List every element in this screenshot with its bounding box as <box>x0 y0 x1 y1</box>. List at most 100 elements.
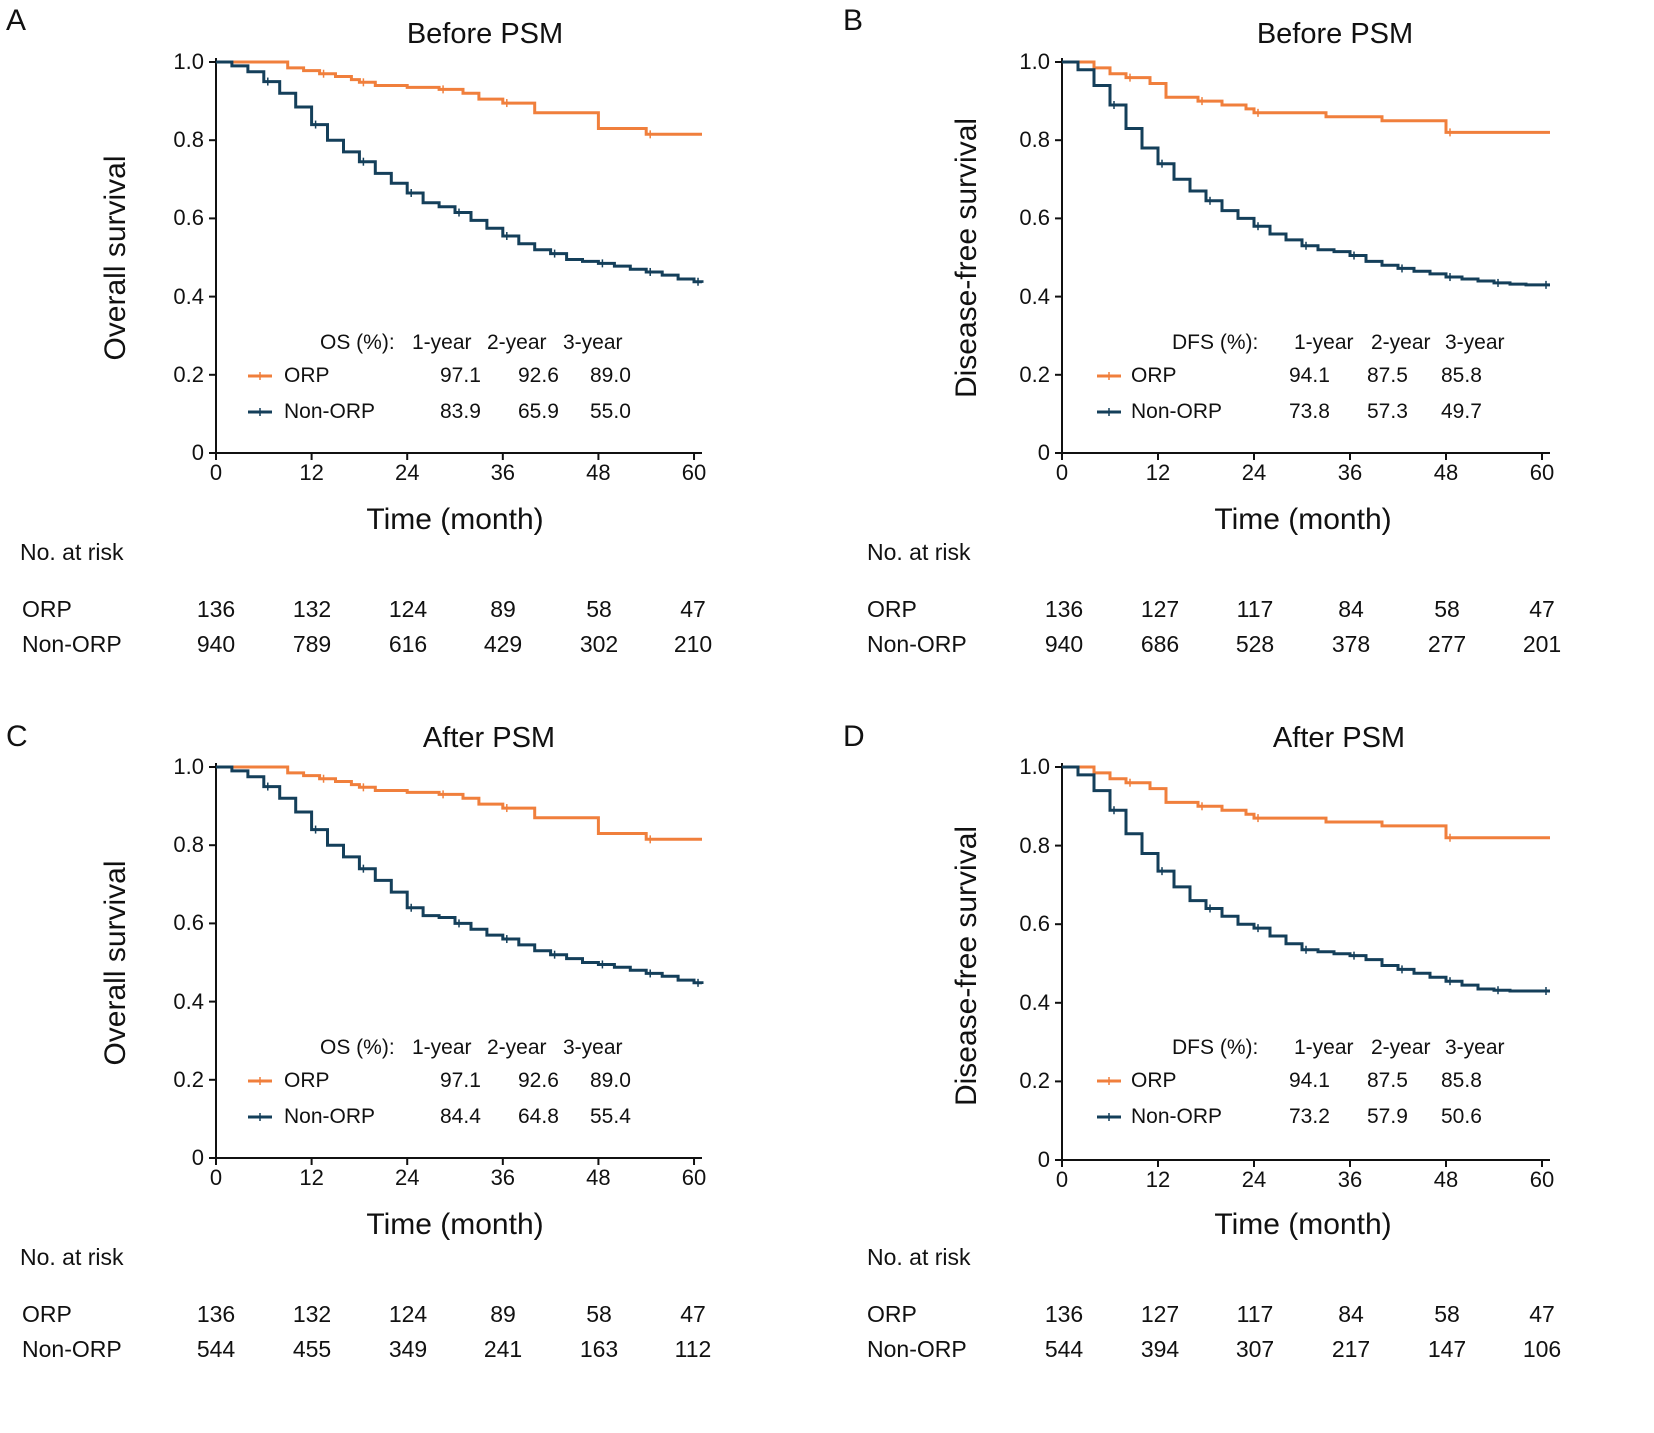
legend-header-cell: 2-year <box>1371 1036 1431 1059</box>
series-line-non-orp <box>1062 765 1550 993</box>
risk-count: 136 <box>1044 1301 1084 1327</box>
risk-count: 616 <box>388 631 428 657</box>
legend-label: ORP <box>284 1069 330 1092</box>
risk-row-label: Non-ORP <box>867 1336 967 1362</box>
x-tick-label: 36 <box>1337 1167 1363 1192</box>
y-tick-label: 0.2 <box>173 1066 204 1092</box>
legend-header-cell: 2-year <box>1371 331 1431 354</box>
risk-count: 378 <box>1331 631 1371 657</box>
km-plot-d <box>1055 763 1550 1167</box>
y-tick-label: 0.4 <box>173 988 204 1014</box>
y-tick-label: 0.6 <box>173 910 204 936</box>
x-tick-label: 36 <box>490 1165 516 1190</box>
x-tick-label: 48 <box>586 460 611 485</box>
x-tick-label: 0 <box>209 1165 223 1190</box>
legend-value: 73.8 <box>1289 400 1330 423</box>
risk-count: 455 <box>292 1336 332 1362</box>
y-tick-label: 1.0 <box>1019 754 1050 779</box>
risk-count: 117 <box>1236 596 1274 622</box>
series-line-orp <box>1062 60 1550 134</box>
risk-table-title: No. at risk <box>20 539 124 565</box>
x-tick-label: 24 <box>394 460 420 485</box>
chart-title: Before PSM <box>1256 18 1414 50</box>
legend-value: 92.6 <box>518 364 559 387</box>
legend-value: 50.6 <box>1441 1105 1482 1128</box>
risk-count: 89 <box>490 1301 516 1327</box>
y-tick-label: 0.4 <box>173 283 204 309</box>
legend-value: 87.5 <box>1367 1069 1408 1092</box>
y-tick-label: 0 <box>191 1145 204 1170</box>
risk-count: 136 <box>1044 596 1084 622</box>
x-axis-label: Time (month) <box>366 503 544 536</box>
risk-count: 47 <box>1529 1301 1555 1327</box>
y-tick-label: 0.2 <box>173 361 204 387</box>
risk-count: 147 <box>1427 1336 1467 1362</box>
legend-header-cell: 2-year <box>487 331 547 354</box>
legend-header-cell: 1-year <box>1294 1036 1354 1059</box>
risk-count: 544 <box>1044 1336 1084 1362</box>
risk-count: 277 <box>1427 631 1467 657</box>
legend-value: 85.8 <box>1441 1069 1482 1092</box>
legend-header-cell: 1-year <box>412 1036 472 1059</box>
chart-title: After PSM <box>422 722 556 754</box>
x-tick-label: 48 <box>1433 460 1459 485</box>
y-tick-label: 0.6 <box>1019 205 1050 231</box>
risk-count: 58 <box>586 596 612 622</box>
risk-count: 940 <box>196 631 236 657</box>
legend-value: 49.7 <box>1441 400 1482 423</box>
y-tick-label: 0.2 <box>1019 1068 1050 1094</box>
y-tick-label: 0.4 <box>1019 989 1050 1015</box>
legend-header-cell: OS (%): <box>320 1036 395 1059</box>
legend-value: 94.1 <box>1289 364 1330 387</box>
x-tick-label: 12 <box>299 460 324 485</box>
risk-count: 106 <box>1522 1336 1562 1362</box>
legend-label: Non-ORP <box>284 1105 376 1128</box>
y-tick-label: 1.0 <box>173 754 204 779</box>
legend-value: 92.6 <box>518 1069 559 1092</box>
legend-value: 65.9 <box>518 400 559 423</box>
legend-label: ORP <box>1131 364 1177 387</box>
risk-count: 58 <box>586 1301 612 1327</box>
risk-count: 528 <box>1235 631 1275 657</box>
risk-count: 132 <box>292 1301 332 1327</box>
risk-row-label: ORP <box>22 596 72 622</box>
risk-count: 241 <box>483 1336 523 1362</box>
risk-row-label: Non-ORP <box>867 631 967 657</box>
risk-count: 136 <box>196 596 236 622</box>
x-axis-label: Time (month) <box>1214 1208 1392 1241</box>
y-tick-label: 0 <box>1037 1147 1050 1172</box>
risk-count: 210 <box>673 631 713 657</box>
legend-value: 94.1 <box>1289 1069 1330 1092</box>
y-tick-label: 1.0 <box>173 49 204 74</box>
legend-header-cell: 3-year <box>1445 1036 1505 1059</box>
risk-count: 117 <box>1236 1301 1274 1327</box>
risk-count: 302 <box>579 631 619 657</box>
legend-header-cell: 1-year <box>1294 331 1354 354</box>
risk-table-title: No. at risk <box>867 539 971 565</box>
legend-value: 83.9 <box>440 400 481 423</box>
x-tick-label: 60 <box>1529 460 1555 485</box>
panel-letter: B <box>843 4 864 37</box>
risk-count: 47 <box>680 596 706 622</box>
risk-row-label: Non-ORP <box>22 1336 122 1362</box>
legend-header-cell: 3-year <box>563 1036 623 1059</box>
risk-count: 394 <box>1140 1336 1180 1362</box>
y-tick-label: 0.2 <box>1019 361 1050 387</box>
risk-table-title: No. at risk <box>867 1244 971 1270</box>
legend-header-cell: 2-year <box>487 1036 547 1059</box>
x-tick-label: 48 <box>586 1165 611 1190</box>
y-tick-label: 0 <box>1037 440 1050 465</box>
legend-value: 97.1 <box>440 1069 481 1092</box>
risk-count: 58 <box>1434 1301 1460 1327</box>
y-tick-label: 0.8 <box>173 127 204 153</box>
x-tick-label: 0 <box>1055 460 1069 485</box>
x-tick-label: 0 <box>1055 1167 1069 1192</box>
legend-header-cell: OS (%): <box>320 331 395 354</box>
legend-value: 89.0 <box>590 1069 631 1092</box>
km-plot-c <box>209 763 704 1165</box>
y-tick-label: 0 <box>191 440 204 465</box>
risk-count: 58 <box>1434 596 1460 622</box>
risk-count: 349 <box>388 1336 428 1362</box>
x-tick-label: 36 <box>490 460 516 485</box>
chart-title: Before PSM <box>406 18 564 50</box>
